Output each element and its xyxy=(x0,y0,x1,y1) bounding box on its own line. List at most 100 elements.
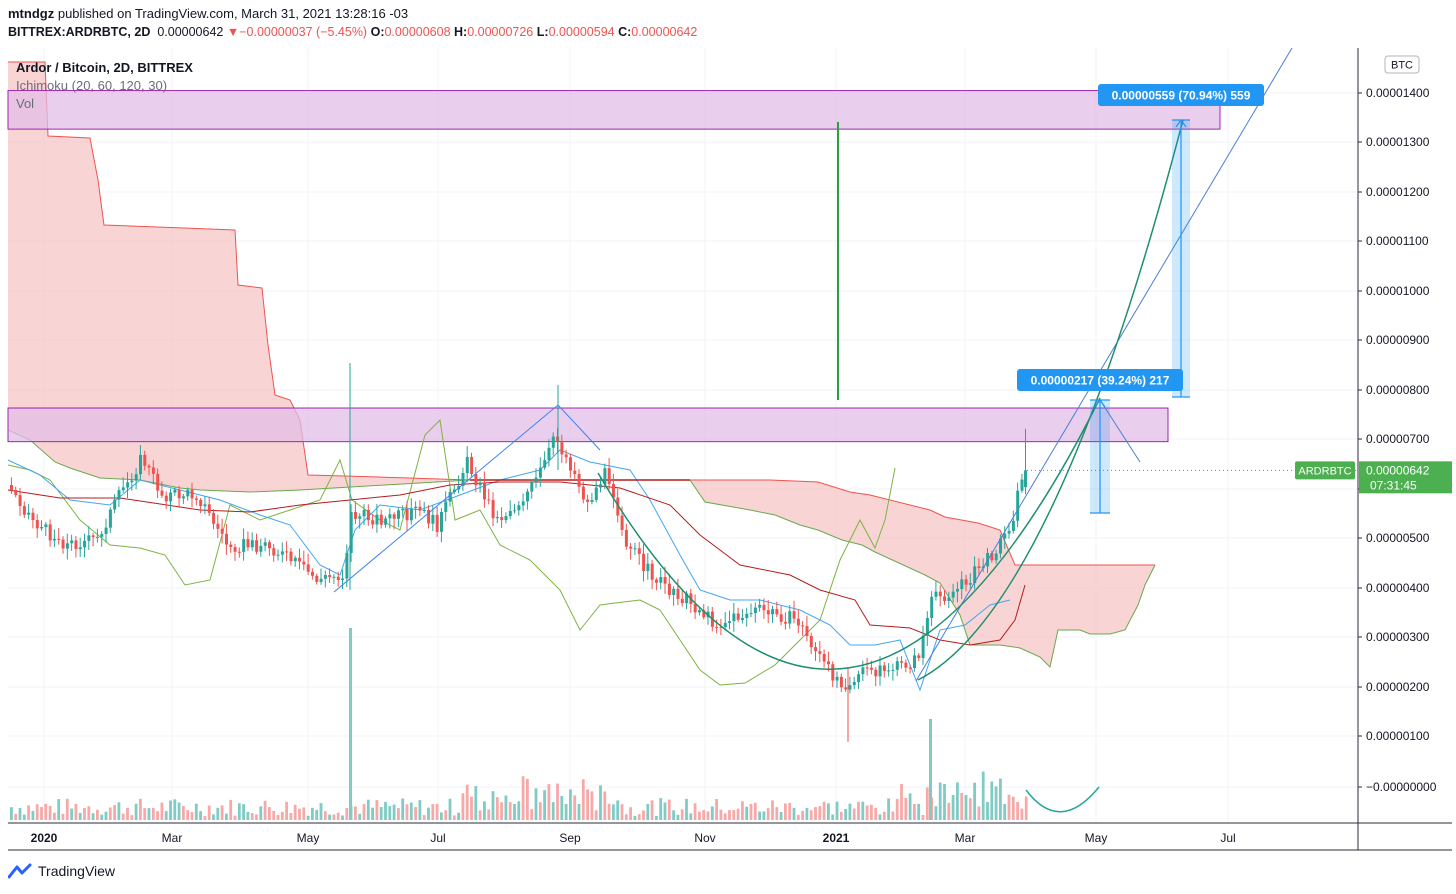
price-range-measure[interactable]: 0.00000217 (39.24%) 217 xyxy=(1017,369,1183,514)
volume-bar xyxy=(749,803,753,820)
candle-body xyxy=(693,604,697,613)
volume-bar xyxy=(323,811,327,820)
candle-body xyxy=(938,591,942,597)
parabolic-curve[interactable] xyxy=(597,397,1101,670)
volume-bar xyxy=(263,800,267,820)
parabolic-curve-2[interactable] xyxy=(917,119,1184,681)
volume-bar xyxy=(87,806,91,820)
volume-bar xyxy=(190,812,194,820)
candle-body xyxy=(771,609,775,615)
currency-button[interactable] xyxy=(1384,55,1420,74)
volume-bar xyxy=(788,802,792,820)
volume-bar xyxy=(216,807,220,820)
candle-body xyxy=(908,667,912,669)
volume-bar xyxy=(844,809,847,820)
volume-bar xyxy=(461,793,465,820)
trend-line[interactable] xyxy=(1099,399,1141,463)
candle-body xyxy=(594,487,598,500)
measure-label: 0.00000217 (39.24%) 217 xyxy=(1031,374,1170,388)
volume-bar xyxy=(14,813,18,820)
volume-bar xyxy=(10,807,13,820)
volume-bar xyxy=(225,813,228,820)
candle-body xyxy=(861,667,865,675)
volume-bar xyxy=(388,806,392,820)
volume-bar xyxy=(852,808,856,820)
volume-bar xyxy=(573,795,577,820)
volume-bar xyxy=(427,807,430,820)
resistance-zone[interactable] xyxy=(7,407,1169,443)
measure-arrow-icon xyxy=(1094,398,1106,408)
trend-line[interactable] xyxy=(333,404,601,593)
volume-bar xyxy=(57,799,61,820)
candle-body xyxy=(461,473,465,486)
volume-bar xyxy=(513,804,516,820)
candle-body xyxy=(547,447,551,461)
price-range-measure[interactable]: 0.00000559 (70.94%) 559 xyxy=(1098,84,1264,398)
volume-bar xyxy=(693,803,697,820)
volume-bar xyxy=(255,814,258,820)
candle-body xyxy=(956,589,959,592)
time-tick-label: Mar xyxy=(955,831,976,845)
trend-line-ray[interactable] xyxy=(915,47,1293,682)
price-tick-label: 0.00001400 xyxy=(1366,86,1430,100)
volume-bar xyxy=(362,804,366,820)
candle-body xyxy=(190,489,194,499)
volume-bar xyxy=(917,803,921,820)
close-value: 0.00000642 xyxy=(631,25,698,39)
price-tick-label: 0.00000300 xyxy=(1366,630,1430,644)
volume-bar xyxy=(156,811,159,820)
volume-bar xyxy=(130,815,134,820)
candle-body xyxy=(435,514,439,532)
candle-body xyxy=(968,583,972,585)
symbol-label[interactable]: BITTREX:ARDRBTC, 2D xyxy=(8,25,151,39)
candle-body xyxy=(646,563,650,571)
candle-body xyxy=(526,491,529,502)
volume-bar xyxy=(139,798,142,820)
ichimoku-legend[interactable]: Ichimoku (20, 60, 120, 30) xyxy=(16,78,168,93)
volume-bar xyxy=(590,791,594,820)
candle-body xyxy=(272,548,276,556)
price-tick-label: 0.00000700 xyxy=(1366,432,1430,446)
volume-bar xyxy=(285,801,288,820)
volume-bar xyxy=(487,809,491,820)
volume-bar xyxy=(229,799,233,820)
ohlc-bar: BITTREX:ARDRBTC, 2D 0.00000642 ▼−0.00000… xyxy=(8,25,697,39)
candle-body xyxy=(323,575,327,579)
volume-bar xyxy=(526,778,529,820)
volume-bar xyxy=(160,802,164,820)
volume-bar xyxy=(121,813,125,820)
volume-bar xyxy=(521,776,525,820)
volume-bar xyxy=(237,803,241,820)
time-axis: 2020 Mar May Jul Sep Nov 2021 Mar May Jul xyxy=(31,831,1236,845)
volume-bar xyxy=(822,801,826,820)
candle-body xyxy=(612,484,615,498)
candle-body xyxy=(667,583,671,595)
candle-body xyxy=(392,514,396,519)
volume-bar xyxy=(779,812,783,820)
resistance-zone[interactable] xyxy=(7,90,1221,130)
volume-bar xyxy=(551,802,555,820)
volume-bar xyxy=(650,800,654,820)
candle-body xyxy=(513,510,517,512)
candle-body xyxy=(891,669,895,671)
candle-body xyxy=(263,542,267,546)
time-tick-label: Nov xyxy=(694,831,715,845)
volume-bar xyxy=(736,808,740,820)
candle-body xyxy=(306,564,310,572)
chikou-span xyxy=(7,418,896,686)
volume-legend[interactable]: Vol xyxy=(16,96,35,111)
volume-bar xyxy=(999,778,1002,820)
candle-body xyxy=(280,551,284,555)
volume-bar xyxy=(379,807,383,820)
volume-bar xyxy=(293,804,297,820)
volume-bar xyxy=(65,798,69,820)
volume-bar xyxy=(126,807,129,820)
volume-bar xyxy=(956,782,959,820)
volume-bar xyxy=(332,814,336,820)
volume-bar xyxy=(35,804,39,820)
candle-body xyxy=(44,524,48,527)
author-name[interactable]: mtndgz xyxy=(8,6,55,21)
series-title[interactable]: Ardor / Bitcoin, 2D, BITTREX xyxy=(16,60,193,75)
volume-bar xyxy=(1003,804,1007,820)
